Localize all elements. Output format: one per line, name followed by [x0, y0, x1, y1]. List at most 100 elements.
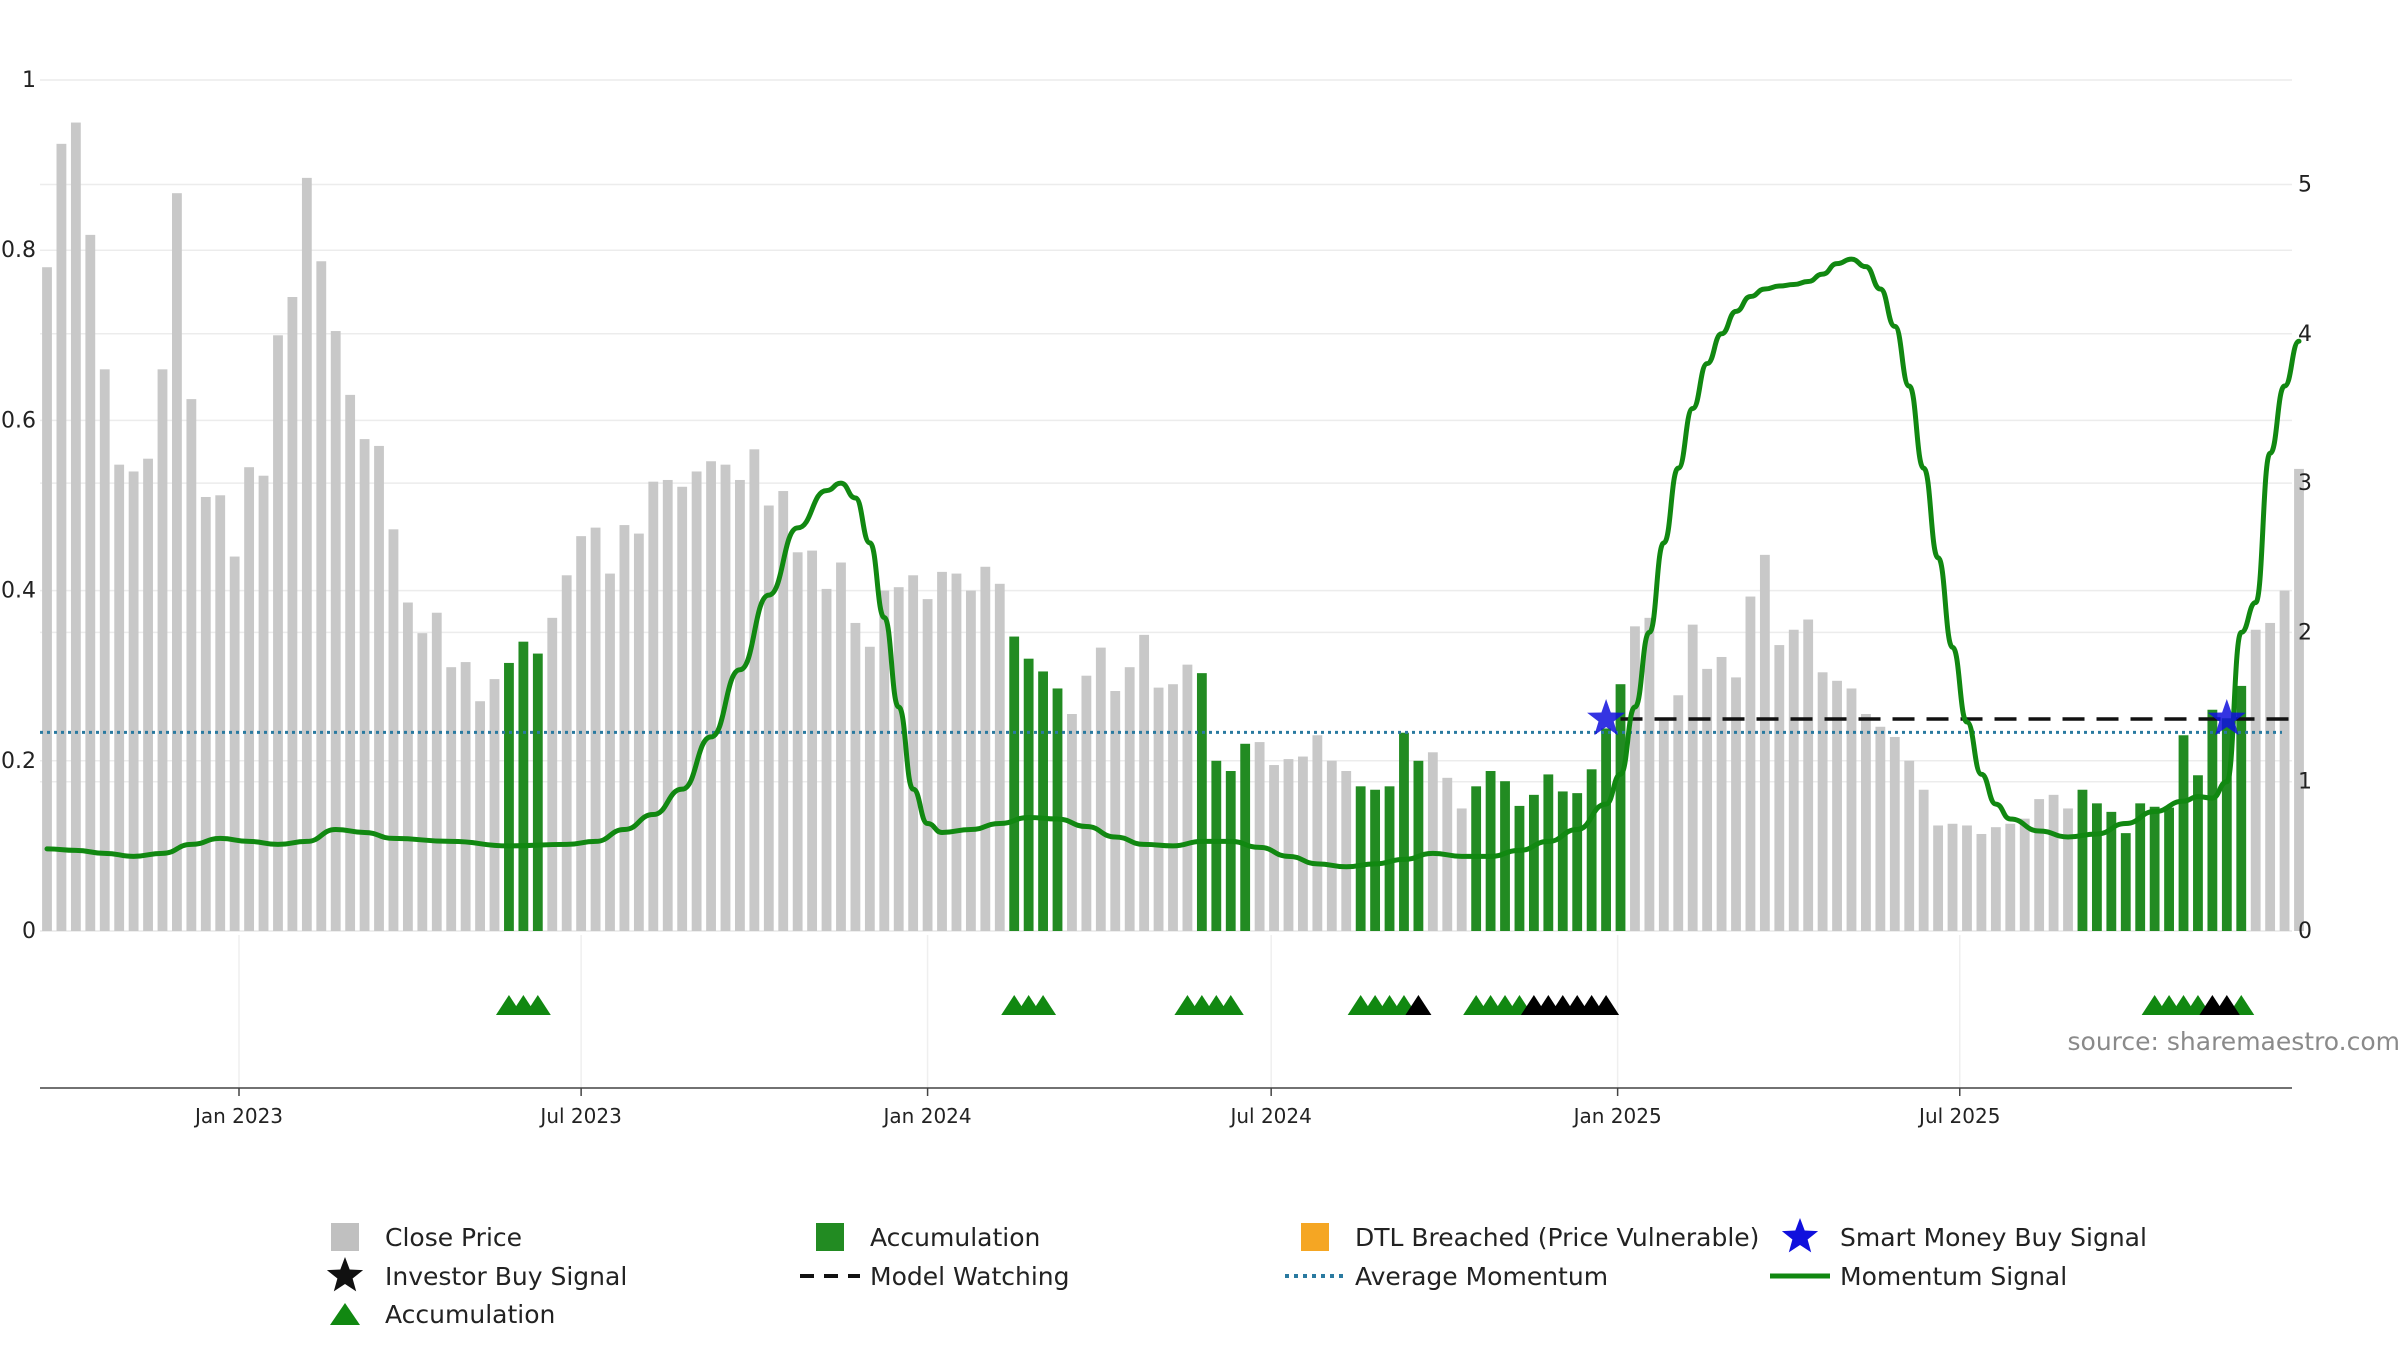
accumulation-bar	[1023, 658, 1034, 931]
close-price-bar	[489, 679, 500, 931]
close-price-bar	[561, 575, 572, 931]
close-price-bar	[821, 588, 832, 931]
close-price-bar	[1298, 756, 1308, 931]
close-price-bar	[850, 622, 861, 931]
close-price-bar	[374, 445, 384, 931]
close-price-bar	[1427, 752, 1438, 931]
accumulation-bar	[2077, 789, 2088, 931]
close-price-bar	[157, 369, 168, 932]
close-price-bar	[1918, 789, 1929, 931]
x-tick-label: Jul 2025	[1917, 1104, 2000, 1128]
close-price-bar	[1947, 823, 1958, 931]
accumulation-bar	[2221, 718, 2232, 931]
close-price-bar	[1182, 664, 1193, 931]
legend-label: Accumulation	[870, 1223, 1040, 1252]
close-price-bar	[56, 143, 67, 931]
close-price-bar	[735, 479, 745, 931]
legend-swatch	[816, 1223, 844, 1251]
close-price-bar	[2279, 590, 2290, 931]
close-price-bar	[937, 571, 947, 931]
x-tick-label: Jan 2023	[193, 1104, 283, 1128]
bars	[42, 122, 2304, 932]
close-price-bar	[547, 617, 558, 931]
close-price-bar	[143, 458, 153, 931]
close-price-bar	[1904, 760, 1915, 931]
right-tick-label: 4	[2298, 322, 2312, 347]
close-price-bar	[1139, 634, 1150, 931]
accumulation-bar	[2236, 685, 2247, 931]
legend-label: Smart Money Buy Signal	[1840, 1223, 2147, 1252]
accumulation-bar	[1009, 636, 1020, 931]
close-price-bar	[431, 612, 442, 931]
legend-star-icon	[326, 1257, 364, 1292]
close-price-bar	[1788, 629, 1799, 931]
left-tick-label: 0.8	[1, 238, 36, 263]
accumulation-bar	[1572, 793, 1583, 931]
accumulation-bar	[1211, 760, 1222, 931]
close-price-bar	[475, 701, 485, 931]
close-price-bar	[1759, 554, 1770, 931]
left-tick-label: 1	[22, 68, 36, 93]
close-price-bar	[301, 177, 312, 932]
close-price-bar	[864, 646, 875, 931]
accumulation-bar	[1399, 732, 1409, 931]
investor-buy-triangle	[1405, 995, 1432, 1015]
legend-label: Investor Buy Signal	[385, 1262, 627, 1291]
legend-entry: Momentum Signal	[1770, 1262, 2067, 1291]
accumulation-bar	[2106, 811, 2117, 931]
accumulation-bar	[2120, 833, 2131, 931]
close-price-bar	[2048, 794, 2059, 931]
right-tick-label: 1	[2298, 770, 2312, 795]
close-price-bar	[402, 602, 413, 931]
legend-entry: Accumulation	[330, 1300, 555, 1329]
close-price-bar	[677, 486, 688, 931]
accumulation-triangle	[1030, 995, 1057, 1015]
close-price-bar	[1687, 624, 1698, 931]
accumulation-bar	[1586, 769, 1597, 931]
left-tick-label: 0.2	[1, 749, 36, 774]
legend-label: Model Watching	[870, 1262, 1070, 1291]
close-price-bar	[994, 583, 1005, 931]
legend-triangle-icon	[330, 1303, 360, 1325]
legend-swatch	[331, 1223, 359, 1251]
accumulation-bar	[1240, 743, 1251, 931]
close-price-bar	[1933, 825, 1944, 931]
accumulation-bar	[1485, 771, 1496, 931]
close-price-bar	[922, 599, 933, 931]
close-price-bar	[836, 562, 846, 931]
close-price-bar	[244, 467, 255, 931]
accumulation-bar	[1413, 760, 1424, 931]
markers	[495, 699, 2255, 1015]
close-price-bar	[691, 471, 702, 931]
x-tick-label: Jan 2024	[882, 1104, 972, 1128]
close-price-bar	[1990, 827, 2001, 931]
accumulation-bar	[2149, 806, 2160, 931]
close-price-bar	[1110, 691, 1121, 931]
accumulation-bar	[2207, 709, 2218, 931]
left-tick-label: 0.6	[1, 408, 36, 433]
accumulation-bar	[1052, 688, 1063, 931]
close-price-bar	[316, 261, 327, 931]
close-price-bar	[359, 439, 370, 931]
close-price-bar	[1254, 742, 1265, 931]
close-price-bar	[1832, 680, 1842, 931]
close-price-bar	[446, 667, 457, 931]
legend-swatch	[1301, 1223, 1329, 1251]
legend-entry: Average Momentum	[1285, 1262, 1608, 1291]
accumulation-bar	[1370, 789, 1381, 931]
accumulation-triangle	[1217, 995, 1244, 1015]
close-price-bar	[633, 533, 644, 931]
close-price-bar	[2063, 808, 2073, 931]
close-price-bar	[1168, 684, 1178, 931]
close-price-bar	[99, 369, 110, 932]
close-price-bar	[879, 590, 890, 931]
investor-buy-triangle	[2213, 995, 2240, 1015]
legend-entry: DTL Breached (Price Vulnerable)	[1301, 1223, 1759, 1252]
legend-entry: Accumulation	[816, 1223, 1040, 1252]
close-price-bar	[908, 575, 919, 931]
legend-label: Accumulation	[385, 1300, 555, 1329]
close-price-bar	[590, 527, 601, 931]
close-price-bar	[1153, 687, 1164, 931]
x-tick-label: Jul 2024	[1228, 1104, 1311, 1128]
accumulation-bar	[2178, 735, 2189, 931]
